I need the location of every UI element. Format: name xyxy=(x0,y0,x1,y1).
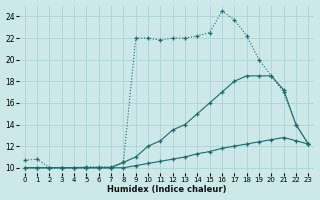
X-axis label: Humidex (Indice chaleur): Humidex (Indice chaleur) xyxy=(107,185,226,194)
